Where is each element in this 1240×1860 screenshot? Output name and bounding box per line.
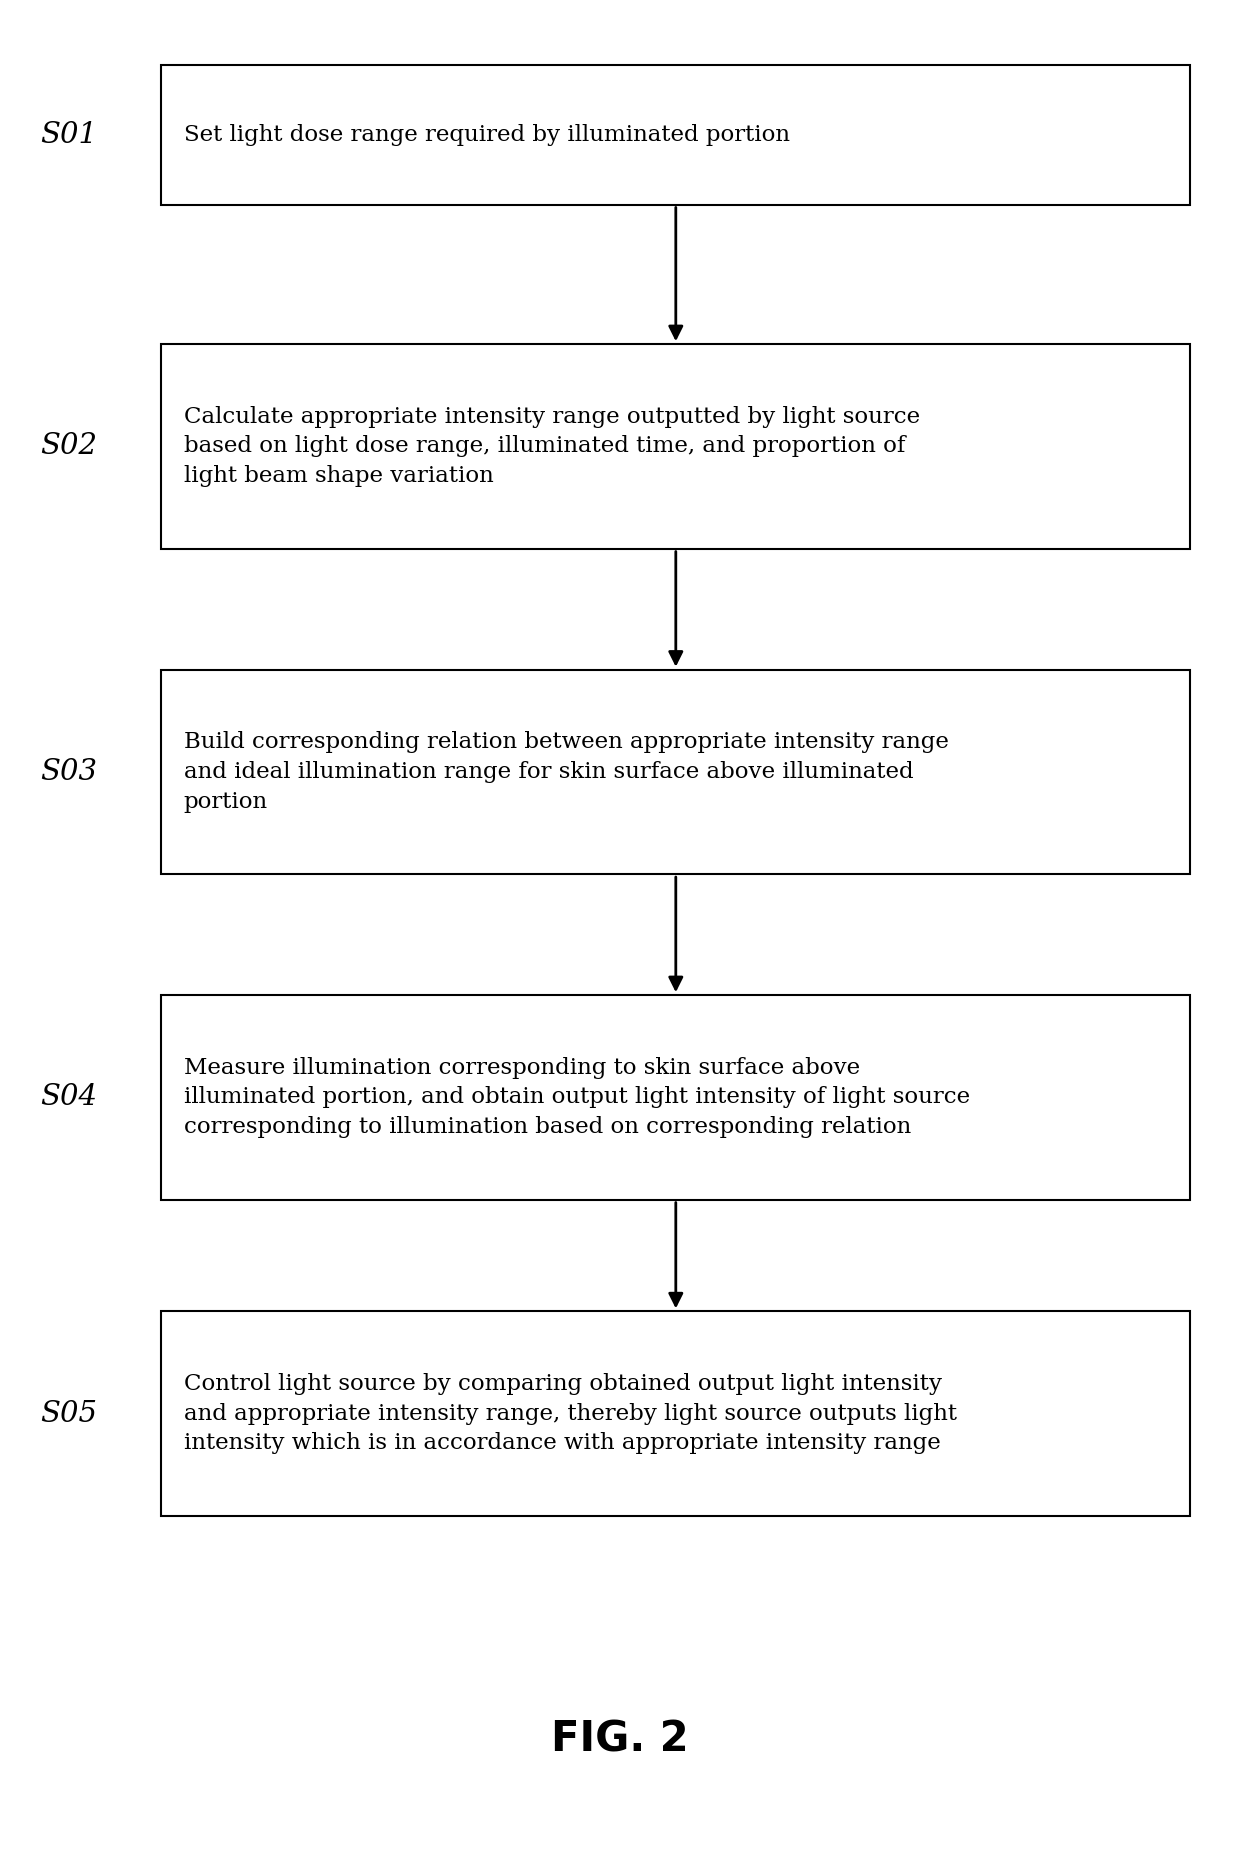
FancyBboxPatch shape bbox=[161, 65, 1190, 205]
FancyBboxPatch shape bbox=[161, 1311, 1190, 1516]
Text: Build corresponding relation between appropriate intensity range
and ideal illum: Build corresponding relation between app… bbox=[184, 731, 949, 813]
Text: FIG. 2: FIG. 2 bbox=[552, 1719, 688, 1760]
Text: Control light source by comparing obtained output light intensity
and appropriat: Control light source by comparing obtain… bbox=[184, 1373, 956, 1455]
Text: Set light dose range required by illuminated portion: Set light dose range required by illumin… bbox=[184, 125, 790, 145]
Text: S01: S01 bbox=[40, 121, 97, 149]
Text: Measure illumination corresponding to skin surface above
illuminated portion, an: Measure illumination corresponding to sk… bbox=[184, 1056, 970, 1138]
FancyBboxPatch shape bbox=[161, 995, 1190, 1200]
Text: Calculate appropriate intensity range outputted by light source
based on light d: Calculate appropriate intensity range ou… bbox=[184, 405, 920, 487]
FancyBboxPatch shape bbox=[161, 344, 1190, 549]
FancyBboxPatch shape bbox=[161, 670, 1190, 874]
Text: S03: S03 bbox=[40, 757, 97, 787]
Text: S04: S04 bbox=[40, 1083, 97, 1112]
Text: S02: S02 bbox=[40, 432, 97, 461]
Text: S05: S05 bbox=[40, 1399, 97, 1428]
